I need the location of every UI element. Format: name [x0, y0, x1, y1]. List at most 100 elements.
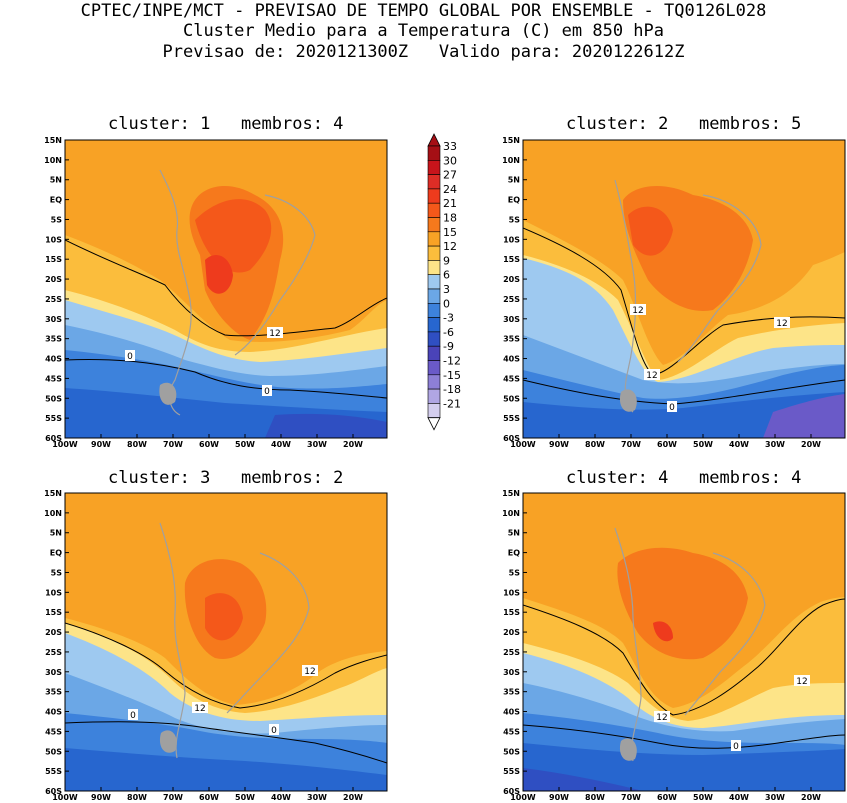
lat-tick-label: 20S	[45, 628, 62, 637]
map-panel-3	[64, 492, 388, 792]
lat-tick-label: 5S	[51, 568, 63, 577]
contour-label-bg	[731, 740, 741, 751]
lon-tick-label: 40W	[729, 793, 749, 802]
colorbar-swatch	[427, 145, 441, 161]
contour-label: 12	[646, 371, 657, 381]
lat-tick-label: 50S	[503, 747, 520, 756]
lat-tick-label: 10N	[502, 509, 520, 518]
lon-tick-label: 60W	[199, 440, 219, 449]
colorbar-label: 33	[443, 140, 457, 153]
contour-label-bg	[267, 327, 283, 338]
lat-tick-label: 40S	[503, 708, 520, 717]
lon-tick-label: 100W	[510, 793, 536, 802]
lat-tick-label: 15S	[45, 608, 62, 617]
lat-tick-label: 25S	[503, 648, 520, 657]
lon-tick-label: 70W	[621, 440, 641, 449]
contour-label-bg	[269, 724, 279, 735]
colorbar-swatch	[427, 202, 441, 218]
lon-tick-label: 60W	[199, 793, 219, 802]
lon-tick-label: 40W	[271, 793, 291, 802]
lon-tick-label: 70W	[163, 793, 183, 802]
lat-tick-label: 40S	[45, 355, 62, 364]
lat-tick-label: 25S	[503, 295, 520, 304]
lat-tick-label: 15S	[503, 255, 520, 264]
colorbar-label: 18	[443, 212, 457, 225]
lat-tick-label: 35S	[503, 335, 520, 344]
lon-tick-label: 80W	[127, 440, 147, 449]
lat-tick-label: 10S	[503, 235, 520, 244]
lat-tick-label: 45S	[45, 374, 62, 383]
colorbar-swatch	[427, 317, 441, 333]
colorbar-label: 27	[443, 169, 457, 182]
lat-tick-label: 15N	[502, 489, 520, 498]
contour-label: 0	[669, 403, 675, 413]
lon-tick-label: 40W	[271, 440, 291, 449]
contour-label-bg	[302, 665, 318, 676]
lat-tick-label: 5N	[508, 176, 520, 185]
colorbar-swatch	[427, 160, 441, 175]
map-panel-2	[522, 139, 846, 439]
colorbar-swatch	[427, 231, 441, 247]
lat-tick-label: 30S	[45, 668, 62, 677]
colorbar-swatch	[427, 188, 441, 204]
contour-label: 12	[269, 329, 280, 339]
lon-tick-label: 30W	[307, 793, 327, 802]
panel-3-title: cluster: 3 membros: 2	[108, 468, 344, 488]
lat-tick-label: 15N	[502, 136, 520, 145]
lat-tick-label: 45S	[45, 727, 62, 736]
contour-label: 12	[796, 677, 807, 687]
contour-label: 12	[304, 667, 315, 677]
lon-tick-label: 70W	[621, 793, 641, 802]
lon-tick-label: 40W	[729, 440, 749, 449]
lon-tick-label: 30W	[765, 440, 785, 449]
map-panel-1	[64, 139, 388, 439]
lat-tick-label: 50S	[503, 394, 520, 403]
lon-tick-label: 80W	[127, 793, 147, 802]
contour-label: 12	[194, 704, 205, 714]
colorbar-swatch	[427, 245, 441, 261]
colorbar-label: 15	[443, 226, 457, 239]
lon-tick-label: 50W	[693, 440, 713, 449]
lon-tick-label: 90W	[91, 440, 111, 449]
contour-label: 12	[656, 713, 667, 723]
header-line-2: Cluster Medio para a Temperatura (C) em …	[182, 21, 665, 41]
lat-tick-label: 15S	[45, 255, 62, 264]
lat-tick-label: 60S	[503, 434, 520, 443]
lat-tick-label: EQ	[50, 196, 62, 205]
contour-label: 12	[776, 319, 787, 329]
colorbar-swatch	[427, 260, 441, 275]
colorbar-label: -21	[443, 397, 461, 410]
header-line-1: CPTEC/INPE/MCT - PREVISAO DE TEMPO GLOBA…	[80, 1, 767, 21]
colorbar-swatch	[427, 274, 441, 290]
lon-tick-label: 60W	[657, 440, 677, 449]
lat-tick-label: 45S	[503, 727, 520, 736]
lat-tick-label: 55S	[503, 414, 520, 423]
lon-tick-label: 100W	[52, 793, 78, 802]
lat-tick-label: 10N	[44, 156, 62, 165]
lat-tick-label: 40S	[503, 355, 520, 364]
colorbar-label: 3	[443, 283, 450, 296]
colorbar-swatch	[427, 403, 441, 418]
colorbar-label: -3	[443, 312, 454, 325]
lat-tick-label: 5N	[50, 176, 62, 185]
lon-tick-label: 20W	[801, 440, 821, 449]
lat-tick-label: 15N	[44, 489, 62, 498]
header-line-3: Previsao de: 2020121300Z Valido para: 20…	[162, 42, 685, 62]
lat-tick-label: 10S	[503, 588, 520, 597]
colorbar-swatch	[427, 388, 441, 404]
contour-label-bg	[667, 401, 677, 412]
colorbar-label: -18	[443, 383, 461, 396]
panel-4-title: cluster: 4 membros: 4	[566, 468, 802, 488]
lon-tick-label: 90W	[549, 793, 569, 802]
colorbar-bottom-arrow	[427, 417, 441, 431]
lat-tick-label: 60S	[45, 787, 62, 796]
colorbar-swatch	[427, 302, 441, 318]
lon-tick-label: 80W	[585, 440, 605, 449]
contour-label-bg	[644, 369, 660, 380]
lat-tick-label: 30S	[45, 315, 62, 324]
contour-label-bg	[128, 709, 138, 720]
contour-label-bg	[794, 675, 810, 686]
lon-tick-label: 100W	[52, 440, 78, 449]
lat-tick-label: 5S	[51, 215, 63, 224]
